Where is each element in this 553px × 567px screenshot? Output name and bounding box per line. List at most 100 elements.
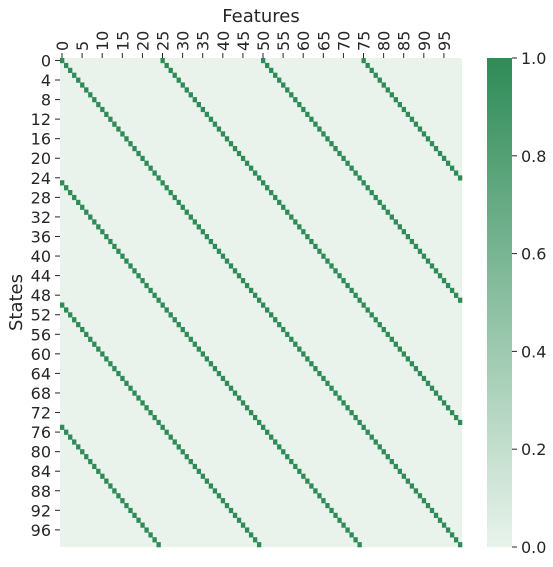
- y-tick-label: 60: [31, 345, 51, 364]
- heatmap-cell: [164, 62, 169, 69]
- heatmap-cell: [76, 444, 81, 450]
- colorbar-tick-label: 1.0: [521, 49, 546, 68]
- heatmap-cell: [160, 302, 165, 308]
- heatmap-cell: [261, 180, 266, 186]
- x-tick-label: 95: [435, 31, 454, 51]
- heatmap-cell: [256, 419, 262, 426]
- colorbar-tick-label: 0.4: [521, 342, 546, 361]
- heatmap-cell: [265, 185, 270, 191]
- heatmap-cell: [421, 375, 427, 382]
- heatmap-cell: [425, 258, 431, 264]
- heatmap-cell: [297, 468, 302, 474]
- heatmap-cell: [453, 292, 459, 298]
- heatmap-cell: [248, 410, 254, 416]
- heatmap-cell: [281, 82, 286, 88]
- heatmap-cell: [309, 238, 314, 245]
- heatmap-cell: [192, 341, 197, 347]
- heatmap-cell: [84, 87, 89, 93]
- heatmap-cell: [265, 429, 270, 435]
- x-tick-label: 50: [254, 31, 273, 51]
- heatmap-cell: [236, 395, 242, 401]
- heatmap-cell: [361, 180, 366, 186]
- heatmap-cell: [281, 449, 286, 455]
- heatmap-cell: [164, 185, 169, 191]
- y-tick-label: 24: [31, 169, 51, 188]
- heatmap-cell: [72, 72, 77, 78]
- heatmap-cell: [341, 278, 346, 284]
- heatmap-cell: [293, 463, 298, 470]
- heatmap-cell: [64, 429, 69, 435]
- y-tick-label: 92: [31, 501, 51, 520]
- x-tick-label: 45: [234, 31, 253, 51]
- heatmap-cell: [405, 234, 411, 240]
- x-tick-label: 30: [174, 31, 193, 51]
- heatmap-cell: [353, 414, 358, 421]
- heatmap-cell: [409, 238, 415, 245]
- heatmap-cell: [413, 121, 419, 127]
- heatmap-cell: [84, 331, 89, 338]
- heatmap-cell: [180, 449, 185, 455]
- heatmap-cell: [156, 419, 161, 426]
- heatmap-cell: [216, 126, 222, 132]
- heatmap-cell: [457, 419, 463, 426]
- heatmap-cell: [88, 92, 93, 98]
- heatmap-cell: [152, 537, 157, 543]
- heatmap-cell: [341, 400, 346, 406]
- heatmap-cell: [104, 234, 109, 240]
- heatmap-cell: [196, 346, 201, 352]
- heatmap-cell: [301, 473, 306, 479]
- heatmap-cell: [240, 400, 246, 406]
- heatmap-cell: [289, 214, 294, 220]
- heatmap-cell: [365, 185, 370, 191]
- heatmap-cell: [140, 155, 145, 161]
- heatmap-cell: [200, 106, 206, 113]
- x-tick-label: 5: [73, 41, 92, 51]
- heatmap-cell: [313, 243, 318, 250]
- heatmap-cell: [212, 243, 218, 250]
- heatmap-cell: [269, 312, 274, 318]
- heatmap-cell: [76, 322, 81, 328]
- heatmap-cell: [365, 429, 370, 435]
- heatmap-cell: [128, 141, 133, 147]
- heatmap-cell: [116, 248, 121, 254]
- heatmap-cell: [96, 224, 101, 230]
- heatmap-cell: [297, 102, 302, 108]
- heatmap-cell: [401, 229, 407, 235]
- heatmap-cell: [204, 478, 210, 484]
- heatmap-cell: [84, 209, 89, 215]
- x-tick-label: 85: [395, 31, 414, 51]
- heatmap-cell: [204, 234, 210, 240]
- heatmap-cell: [184, 87, 189, 93]
- heatmap-cell: [393, 341, 398, 347]
- heatmap-cell: [76, 77, 81, 83]
- heatmap-cell: [140, 278, 145, 284]
- heatmap-cell: [289, 336, 294, 342]
- heatmap-cell: [417, 370, 423, 377]
- heatmap-cell: [200, 351, 206, 357]
- heatmap-cell: [236, 150, 242, 157]
- heatmap-cell: [172, 317, 177, 323]
- heatmap-cell: [293, 219, 298, 225]
- heatmap-cell: [393, 463, 398, 470]
- heatmap-cell: [248, 287, 254, 294]
- heatmap-cell: [176, 199, 181, 205]
- heatmap-cell: [144, 527, 149, 533]
- heatmap-cell: [144, 405, 149, 411]
- heatmap-cell: [453, 414, 459, 421]
- heatmap-cell: [409, 361, 415, 367]
- heatmap-cell: [112, 121, 117, 127]
- heatmap-cell: [441, 155, 447, 161]
- heatmap-cell: [449, 165, 455, 171]
- heatmap-cell: [297, 224, 302, 230]
- heatmap-cell: [168, 312, 173, 318]
- heatmap-cell: [200, 473, 206, 479]
- heatmap-cell: [120, 375, 125, 382]
- heatmap-cell: [321, 253, 326, 259]
- heatmap-cell: [116, 493, 121, 499]
- heatmap-cell: [333, 390, 338, 396]
- heatmap-cell: [140, 522, 145, 528]
- heatmap-cell: [228, 507, 234, 514]
- heatmap-cell: [240, 278, 246, 284]
- heatmap-cell: [397, 468, 402, 474]
- heatmap-cell: [232, 512, 238, 518]
